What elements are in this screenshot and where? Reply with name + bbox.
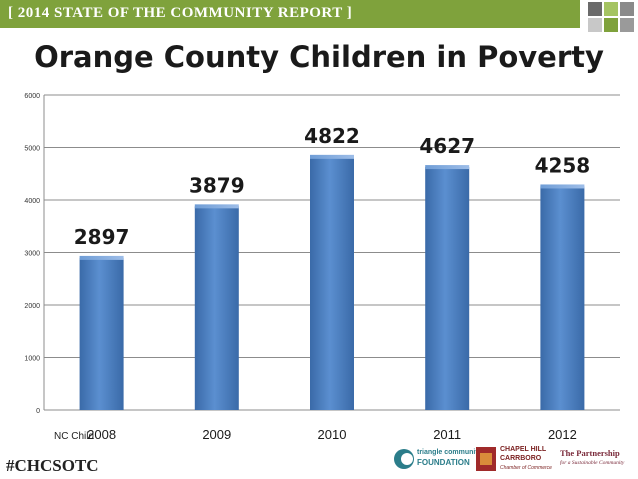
y-tick-label: 2000 bbox=[24, 303, 40, 310]
partnership-sustainable-community-logo: The Partnership for a Sustainable Commun… bbox=[560, 448, 636, 476]
bar-2010 bbox=[310, 156, 354, 410]
logo-line: The Partnership bbox=[560, 448, 620, 458]
bar-cap bbox=[194, 204, 239, 209]
source-note: NC Child bbox=[54, 431, 95, 442]
data-label: 4627 bbox=[419, 134, 475, 158]
logo-line: CARRBORO bbox=[500, 455, 542, 462]
triangle-community-foundation-logo: triangle community FOUNDATION bbox=[393, 444, 482, 476]
y-tick-label: 1000 bbox=[24, 356, 40, 363]
report-banner: [ 2014 STATE OF THE COMMUNITY REPORT ] bbox=[0, 0, 580, 28]
chart-title: Orange County Children in Poverty bbox=[34, 40, 604, 74]
bar-cap bbox=[425, 165, 470, 170]
bar-cap bbox=[540, 184, 585, 189]
y-tick-label: 0 bbox=[36, 408, 40, 415]
logo-line: CHAPEL HILL bbox=[500, 446, 547, 453]
bar-2011 bbox=[425, 167, 470, 410]
logo-line: for a Sustainable Community bbox=[560, 460, 625, 466]
logo-line: FOUNDATION bbox=[417, 458, 470, 467]
x-tick-label: 2011 bbox=[433, 427, 461, 442]
chapel-hill-carrboro-chamber-logo: CHAPEL HILL CARRBORO Chamber of Commerce bbox=[474, 445, 556, 477]
hashtag: #CHCSOTC bbox=[6, 456, 99, 475]
logo-line: Chamber of Commerce bbox=[500, 465, 552, 471]
decorative-squares-icon bbox=[586, 0, 638, 34]
x-tick-label: 2009 bbox=[202, 427, 231, 442]
y-tick-label: 3000 bbox=[24, 251, 40, 258]
bar-cap bbox=[79, 255, 124, 260]
bar-2012 bbox=[540, 186, 585, 410]
banner-text: [ 2014 STATE OF THE COMMUNITY REPORT ] bbox=[8, 5, 353, 21]
x-tick-label: 2008 bbox=[87, 427, 116, 442]
y-tick-label: 4000 bbox=[24, 198, 40, 205]
y-tick-label: 5000 bbox=[24, 146, 40, 153]
bar-2008 bbox=[79, 257, 124, 410]
bar-cap bbox=[310, 154, 354, 159]
y-tick-label: 6000 bbox=[24, 93, 40, 100]
data-label: 2897 bbox=[74, 225, 130, 249]
bar-2009 bbox=[194, 206, 239, 410]
x-tick-label: 2010 bbox=[318, 427, 347, 442]
x-tick-label: 2012 bbox=[548, 427, 577, 442]
data-label: 4822 bbox=[304, 124, 360, 148]
data-label: 4258 bbox=[535, 153, 591, 177]
logo-line: triangle community bbox=[417, 449, 482, 456]
data-label: 3879 bbox=[189, 173, 245, 197]
